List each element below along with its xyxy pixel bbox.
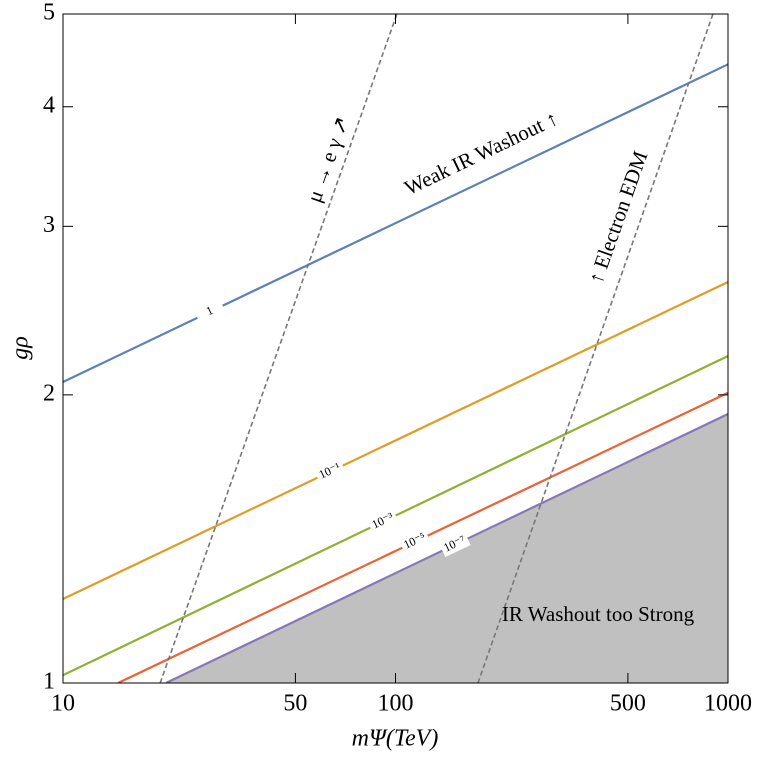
contour-line: [63, 281, 728, 600]
x-tick-label: 50: [283, 691, 307, 717]
contour-label-bg: [367, 509, 399, 534]
contour-label: 1: [204, 303, 215, 318]
contour-label-bg: [314, 459, 346, 485]
annotation: IR Washout too Strong: [502, 602, 695, 626]
contour-label-bg: [194, 299, 226, 325]
x-tick-label: 10: [51, 691, 75, 717]
bound-line: [477, 14, 714, 683]
y-tick-label: 2: [43, 380, 55, 406]
y-axis-label: gρ: [8, 336, 34, 360]
annotation: Weak IR Washout ↑: [401, 106, 562, 200]
contour-line: [63, 63, 728, 383]
bound-line: [159, 14, 398, 683]
x-tick-label: 500: [610, 691, 646, 717]
contour-label-bg: [439, 532, 471, 558]
y-tick-label: 1: [43, 669, 55, 695]
y-tick-label: 4: [43, 92, 55, 118]
y-tick-label: 5: [43, 0, 55, 26]
contour-label-bg: [399, 529, 431, 555]
x-axis-label: mΨ(TeV): [352, 726, 439, 752]
x-tick-label: 1000: [704, 691, 752, 717]
x-tick-label: 100: [378, 691, 414, 717]
y-tick-label: 3: [43, 212, 55, 238]
plot-frame: [62, 13, 729, 684]
annotation: ↑ Electron EDM: [583, 148, 652, 287]
